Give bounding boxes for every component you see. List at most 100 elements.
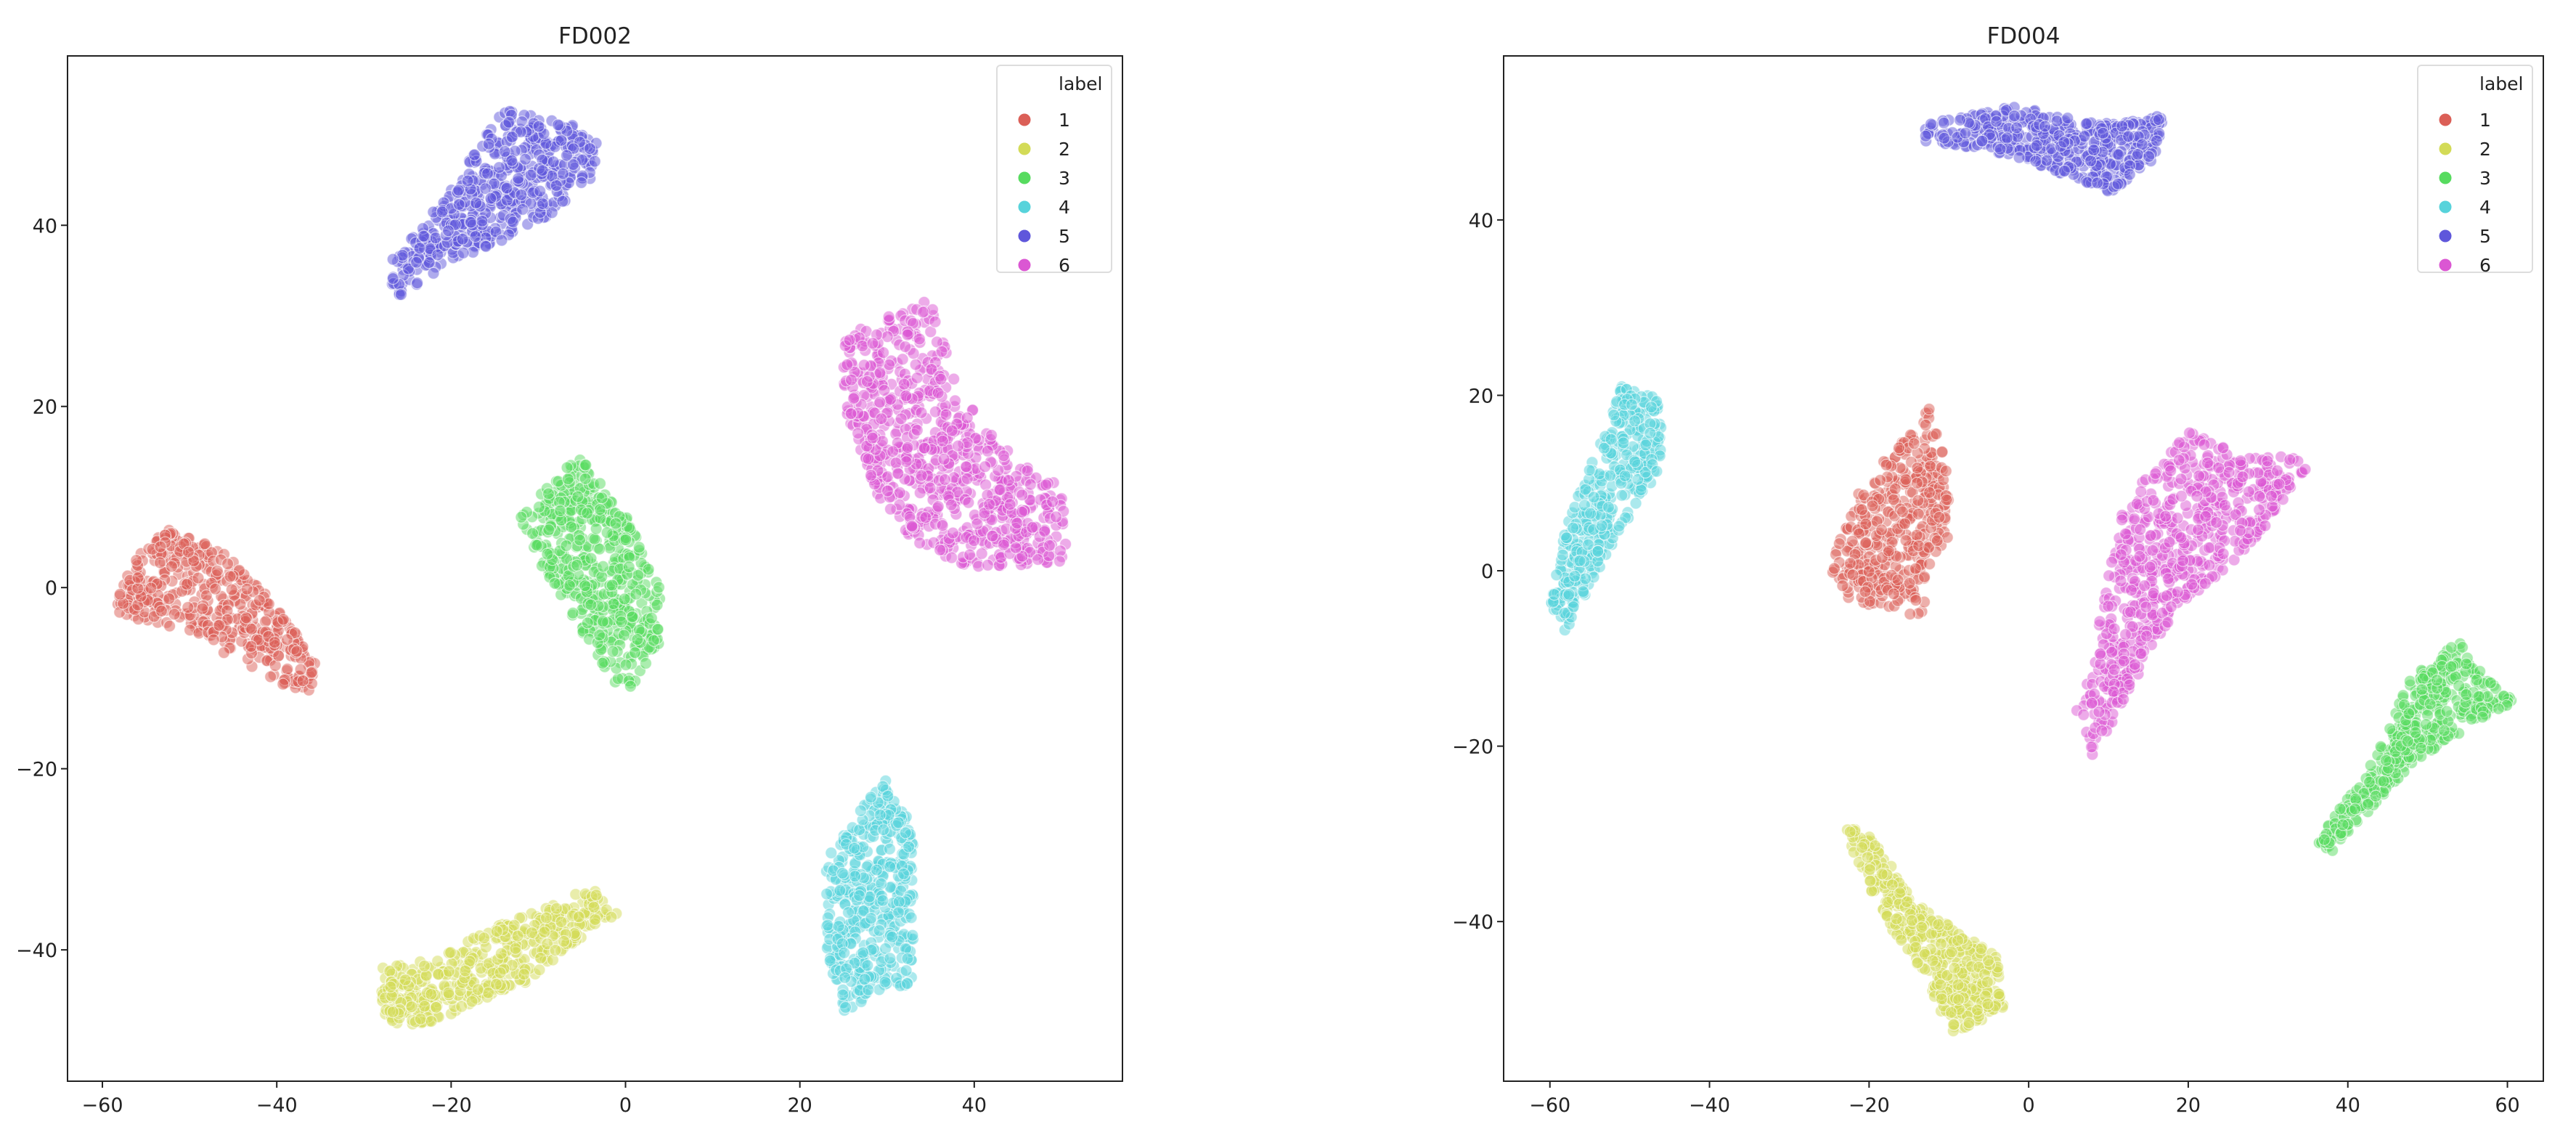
point-label-3	[561, 540, 572, 552]
point-label-6	[914, 537, 926, 549]
point-label-1	[241, 583, 253, 595]
point-label-2	[512, 930, 523, 942]
point-label-2	[460, 965, 471, 977]
point-label-5	[480, 240, 492, 252]
point-label-5	[387, 253, 399, 265]
point-label-6	[924, 482, 936, 494]
point-label-4	[900, 965, 912, 977]
point-label-1	[218, 647, 229, 659]
point-label-6	[844, 334, 855, 346]
point-label-3	[572, 491, 584, 502]
point-label-3	[651, 599, 663, 611]
point-label-6	[897, 354, 908, 365]
point-label-1	[1833, 538, 1845, 550]
point-label-3	[594, 504, 606, 516]
point-label-3	[633, 542, 645, 553]
point-label-1	[213, 619, 225, 631]
point-label-1	[1880, 459, 1892, 471]
point-label-5	[584, 143, 596, 155]
point-label-2	[1945, 1006, 1957, 1018]
point-label-2	[1864, 875, 1876, 887]
point-label-4	[855, 805, 866, 817]
point-label-4	[1605, 470, 1616, 481]
point-label-3	[2380, 754, 2392, 766]
point-label-1	[1847, 569, 1859, 581]
point-label-3	[2375, 741, 2387, 752]
point-label-4	[1561, 532, 1573, 544]
point-label-5	[547, 156, 559, 168]
point-label-3	[2403, 708, 2415, 720]
point-label-2	[1870, 840, 1881, 852]
point-label-3	[585, 553, 597, 564]
point-label-3	[598, 561, 609, 572]
point-label-4	[826, 847, 837, 859]
point-label-6	[1032, 554, 1044, 566]
point-label-6	[900, 341, 911, 353]
point-label-1	[1924, 487, 1936, 498]
point-label-6	[895, 413, 907, 425]
point-label-6	[1016, 489, 1028, 501]
point-label-1	[1860, 518, 1872, 530]
point-label-6	[980, 479, 992, 491]
point-label-5	[576, 177, 587, 189]
point-label-1	[277, 614, 289, 625]
point-label-1	[1925, 460, 1936, 472]
point-label-6	[939, 474, 951, 486]
point-label-6	[961, 461, 972, 473]
point-label-2	[1916, 921, 1928, 933]
point-label-3	[2461, 689, 2472, 701]
point-label-1	[166, 561, 178, 572]
point-label-1	[1910, 595, 1922, 606]
point-label-5	[457, 233, 468, 245]
point-label-1	[132, 572, 144, 584]
point-label-1	[260, 616, 272, 627]
point-label-3	[2485, 677, 2496, 688]
point-label-2	[1983, 955, 1994, 966]
point-label-4	[837, 989, 849, 1001]
point-label-6	[1004, 499, 1016, 510]
point-label-6	[953, 440, 964, 452]
point-label-2	[1982, 998, 1994, 1010]
point-label-1	[273, 650, 285, 661]
point-label-2	[466, 996, 478, 1007]
point-label-6	[929, 316, 941, 327]
point-label-6	[937, 520, 948, 532]
point-label-2	[433, 969, 444, 980]
point-label-1	[1829, 563, 1841, 574]
point-label-2	[1952, 935, 1964, 946]
point-label-3	[562, 473, 574, 485]
point-label-3	[589, 533, 600, 545]
point-label-3	[627, 611, 638, 623]
point-label-2	[588, 901, 600, 913]
point-label-3	[616, 616, 627, 627]
point-label-2	[1856, 842, 1868, 853]
point-label-5	[453, 199, 465, 211]
point-label-5	[411, 256, 423, 268]
point-label-3	[579, 580, 591, 592]
point-label-6	[936, 346, 947, 357]
point-label-1	[1931, 428, 1942, 440]
point-label-3	[624, 680, 636, 692]
legend-title: label	[1059, 73, 1102, 94]
point-label-4	[1557, 549, 1568, 561]
point-label-6	[946, 425, 958, 436]
point-label-6	[902, 329, 913, 341]
point-label-2	[443, 966, 455, 977]
point-label-1	[1888, 588, 1899, 600]
x-tick-label: 20	[788, 1094, 812, 1117]
point-label-5	[494, 162, 505, 174]
point-label-4	[905, 912, 917, 924]
point-label-1	[1892, 574, 1904, 586]
point-label-1	[226, 584, 237, 595]
point-label-4	[1626, 399, 1638, 410]
point-label-1	[282, 663, 293, 675]
point-label-4	[1635, 484, 1647, 496]
point-label-1	[208, 634, 219, 646]
point-label-4	[1618, 437, 1629, 449]
point-label-4	[893, 907, 905, 919]
point-label-4	[1603, 502, 1615, 513]
point-label-6	[1039, 526, 1051, 537]
point-label-4	[843, 907, 855, 919]
point-label-3	[2441, 706, 2453, 717]
